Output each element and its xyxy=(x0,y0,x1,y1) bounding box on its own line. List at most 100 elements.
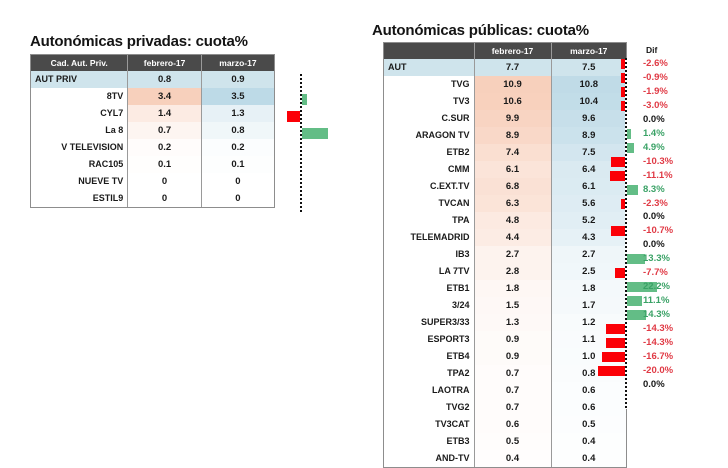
cell-mar: 6.4 xyxy=(550,161,626,178)
cell-feb: 2.8 xyxy=(473,263,551,280)
dif-value: -2.6% xyxy=(643,58,668,69)
table-row: LA 7TV 2.8 2.5 xyxy=(384,263,626,280)
row-label: RAC105 xyxy=(31,156,128,173)
dif-bar xyxy=(627,282,657,293)
cell-mar: 0.5 xyxy=(550,416,626,433)
cell-feb: 0.6 xyxy=(473,416,551,433)
cell-feb: 8.9 xyxy=(473,127,551,144)
dif-value: -7.7% xyxy=(643,267,668,279)
cell-mar: 5.2 xyxy=(550,212,626,229)
dif-bar xyxy=(614,268,625,279)
dif-bar xyxy=(611,156,625,167)
row-label: TELEMADRID xyxy=(384,229,474,246)
cell-mar: 0 xyxy=(200,173,274,190)
row-label: ETB3 xyxy=(384,433,474,450)
public-regional-dif-chart xyxy=(592,58,657,409)
col-header-channel: Cad. Aut. Priv. xyxy=(31,55,128,71)
row-label: IB3 xyxy=(384,246,474,263)
dif-bar xyxy=(627,296,642,307)
cell-mar: 7.5 xyxy=(550,59,626,76)
cell-feb: 6.8 xyxy=(473,178,551,195)
row-label: SUPER3/33 xyxy=(384,314,474,331)
col-header-mar: marzo-17 xyxy=(550,43,626,59)
table-row: TVG2 0.7 0.6 xyxy=(384,399,626,416)
dif-value: 0.0% xyxy=(643,378,665,390)
row-label: LA 7TV xyxy=(384,263,474,280)
dif-bar xyxy=(610,226,625,237)
left-panel-title: Autonómicas privadas: cuota% xyxy=(30,33,248,50)
cell-feb: 4.8 xyxy=(473,212,551,229)
cell-feb: 0.8 xyxy=(127,71,202,88)
cell-feb: 0.1 xyxy=(127,156,202,173)
row-label: C.SUR xyxy=(384,110,474,127)
table-row: ETB4 0.9 1.0 xyxy=(384,348,626,365)
dif-value: -10.3% xyxy=(643,155,674,167)
table-row: TPA2 0.7 0.8 xyxy=(384,365,626,382)
row-label: TVG xyxy=(384,76,474,93)
table-row: LAOTRA 0.7 0.6 xyxy=(384,382,626,399)
table-row: CYL7 1.4 1.3 xyxy=(31,105,274,122)
table-row: RAC105 0.1 0.1 xyxy=(31,156,274,173)
cell-mar: 7.5 xyxy=(550,144,626,161)
table-row: C.SUR 9.9 9.6 xyxy=(384,110,626,127)
dif-bar xyxy=(621,72,625,83)
cell-mar: 0 xyxy=(200,190,274,207)
dif-bar xyxy=(302,94,308,105)
row-label: TV3 xyxy=(384,93,474,110)
col-header-mar: marzo-17 xyxy=(200,55,274,71)
private-regional-dif-chart xyxy=(272,74,352,213)
row-label: 3/24 xyxy=(384,297,474,314)
right-panel-title: Autonómicas públicas: cuota% xyxy=(372,22,589,39)
cell-mar: 1.7 xyxy=(550,297,626,314)
cell-feb: 0 xyxy=(127,190,202,207)
cell-feb: 10.9 xyxy=(473,76,551,93)
dif-bar xyxy=(602,351,625,362)
cell-feb: 0.9 xyxy=(473,331,551,348)
dif-bar xyxy=(605,338,625,348)
row-label: AUT PRIV xyxy=(31,71,128,88)
cell-feb: 0.2 xyxy=(127,139,202,156)
cell-mar: 5.6 xyxy=(550,195,626,212)
dif-value: -1.9% xyxy=(643,85,668,97)
cell-mar: 1.3 xyxy=(200,105,274,122)
table-row: ETB1 1.8 1.8 xyxy=(384,280,626,297)
cell-mar: 0.1 xyxy=(200,156,274,173)
table-row: NUEVE TV 0 0 xyxy=(31,173,274,190)
dif-bar xyxy=(627,184,639,195)
table-row: ETB3 0.5 0.4 xyxy=(384,433,626,450)
cell-mar: 0.6 xyxy=(550,382,626,399)
table-row: IB3 2.7 2.7 xyxy=(384,246,626,263)
public-regional-table-grid: febrero-17 marzo-17 AUT 7.7 7.5 TVG 10.9 10.8… xyxy=(384,43,626,467)
cell-feb: 0.7 xyxy=(473,382,551,399)
dif-value: 8.3% xyxy=(643,183,665,195)
row-label: TPA2 xyxy=(384,365,474,382)
table-row: AND-TV 0.4 0.4 xyxy=(384,450,626,467)
table-row-total: AUT 7.7 7.5 xyxy=(384,59,626,76)
cell-mar: 0.6 xyxy=(550,399,626,416)
table-row: TELEMADRID 4.4 4.3 xyxy=(384,229,626,246)
cell-feb: 0.9 xyxy=(473,348,551,365)
row-label: ETB2 xyxy=(384,144,474,161)
cell-mar: 0.4 xyxy=(550,433,626,450)
row-label: ETB1 xyxy=(384,280,474,297)
table-row: ESPORT3 0.9 1.1 xyxy=(384,331,626,348)
cell-feb: 6.3 xyxy=(473,195,551,212)
row-label: 8TV xyxy=(31,88,128,105)
dif-value: -14.3% xyxy=(643,337,674,348)
row-label: AND-TV xyxy=(384,450,474,467)
dif-bar xyxy=(627,254,645,265)
right-panel: Autonómicas públicas: cuota% xyxy=(372,22,589,39)
dif-value: -14.3% xyxy=(643,323,674,335)
dif-value: 0.0% xyxy=(643,113,665,125)
cell-mar: 2.5 xyxy=(550,263,626,280)
cell-mar: 0.2 xyxy=(200,139,274,156)
cell-feb: 0.4 xyxy=(473,450,551,467)
table-row: La 8 0.7 0.8 xyxy=(31,122,274,139)
table-header-row: febrero-17 marzo-17 xyxy=(384,43,626,59)
dif-column-header: Dif xyxy=(646,45,658,55)
table-row: TPA 4.8 5.2 xyxy=(384,212,626,229)
row-label: TV3CAT xyxy=(384,416,474,433)
dif-bar xyxy=(286,111,300,122)
dif-bar xyxy=(627,128,631,139)
dif-value: -16.7% xyxy=(643,350,674,362)
